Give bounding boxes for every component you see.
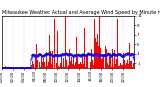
Text: Milwaukee Weather Actual and Average Wind Speed by Minute mph (Last 24 Hours): Milwaukee Weather Actual and Average Win…	[2, 10, 160, 15]
